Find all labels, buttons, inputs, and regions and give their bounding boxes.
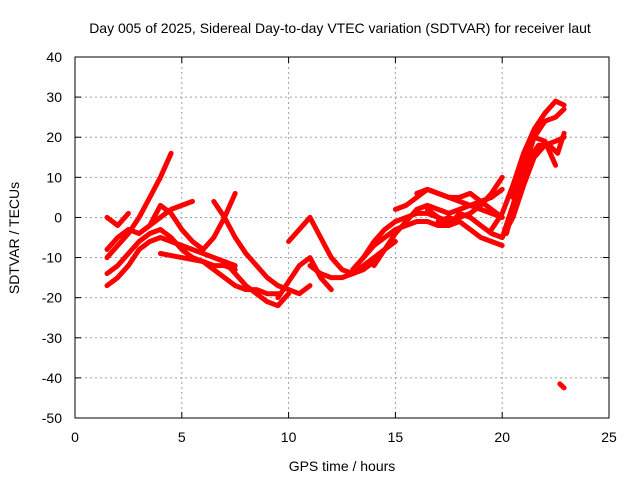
x-tick-label: 0 [71, 429, 79, 445]
x-axis-title: GPS time / hours [289, 458, 396, 474]
x-tick-label: 5 [178, 429, 186, 445]
axis-ticks [74, 56, 610, 419]
y-tick-label: 0 [54, 209, 62, 225]
x-tick-label: 25 [601, 429, 617, 445]
y-tick-label: -10 [42, 250, 62, 266]
y-tick-label: -20 [42, 290, 62, 306]
series-line-arc-22 [504, 130, 567, 236]
series-line-arc-6 [147, 190, 238, 252]
series-line-arc-3 [104, 227, 238, 277]
chart-title: Day 005 of 2025, Sidereal Day-to-day VTE… [89, 20, 591, 36]
series-line-arc-1 [104, 150, 174, 261]
series-line-arc-10 [275, 255, 334, 301]
y-tick-label: -30 [42, 330, 62, 346]
x-tick-label: 20 [494, 429, 510, 445]
x-tick-label: 10 [281, 429, 297, 445]
series-line-arc-24 [557, 381, 567, 391]
series-line-arc-4 [104, 235, 238, 289]
plot-frame [74, 56, 610, 419]
y-tick-labels: -50 -40 -30 -20 -10 0 10 20 30 40 [42, 49, 62, 426]
series-line-arc-17 [414, 186, 505, 220]
series-line-arc-18 [435, 214, 505, 248]
series-line-arc-15 [371, 202, 505, 269]
series-line-arc-7 [211, 198, 313, 297]
y-tick-label: -40 [42, 370, 62, 386]
y-tick-label: 10 [46, 169, 62, 185]
series-line-arc-20 [489, 98, 567, 232]
y-tick-label: 20 [46, 129, 62, 145]
x-tick-label: 15 [388, 429, 404, 445]
series-line-arc-23 [510, 134, 559, 200]
series-line-arc-8 [222, 259, 292, 309]
series-line-arc-5 [104, 210, 131, 228]
y-tick-label: -50 [42, 410, 62, 426]
y-axis-title: SDTVAR / TECUs [6, 182, 22, 294]
y-tick-label: 30 [46, 89, 62, 105]
data-series-layer [104, 98, 567, 391]
series-line-arc-9 [157, 251, 281, 297]
grid-lines [75, 57, 609, 418]
y-tick-label: 40 [46, 49, 62, 65]
x-tick-labels: 0 5 10 15 20 25 [71, 429, 617, 445]
